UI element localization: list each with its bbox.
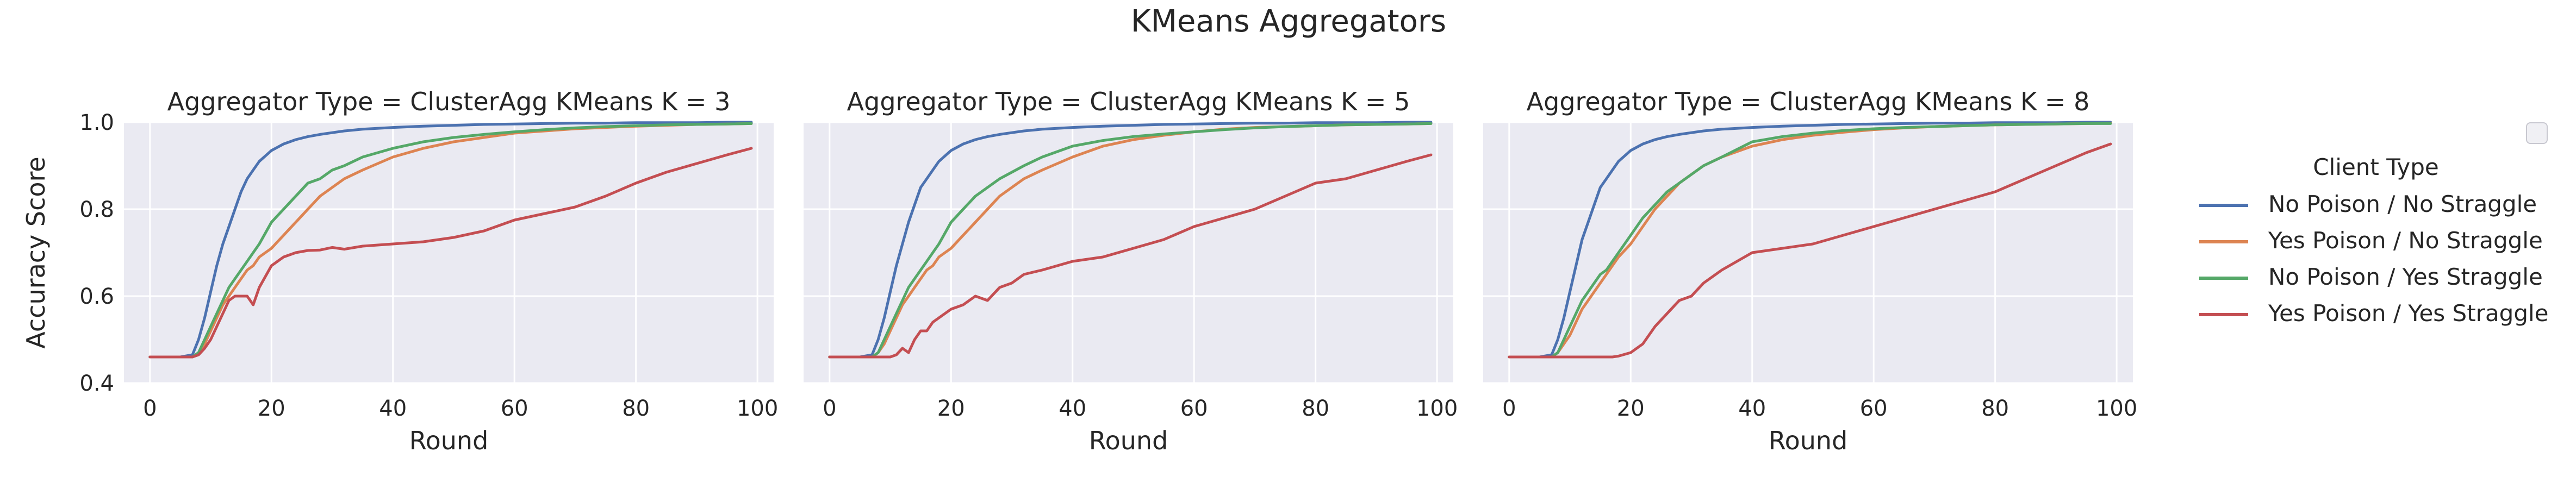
legend-items: No Poison / No Straggle Yes Poison / No S… (2199, 191, 2549, 327)
x-tick-label: 100 (2096, 396, 2137, 421)
series-line-no-poison-yes-straggle (1508, 122, 2112, 359)
legend-label-yes-poison-yes-straggle: Yes Poison / Yes Straggle (2268, 300, 2549, 327)
x-tick-label: 40 (1738, 396, 1766, 421)
y-axis-label: Accuracy Score (21, 156, 51, 348)
x-tick-label: 60 (1180, 396, 1208, 421)
series-line-no-poison-yes-straggle (148, 122, 753, 359)
x-tick-label: 80 (1981, 396, 2009, 421)
x-axis-label: Round (1089, 426, 1168, 455)
series-line-no-poison-no-straggle (828, 121, 1433, 359)
y-tick-label: 0.8 (79, 197, 114, 222)
y-tick-label: 1.0 (79, 110, 114, 135)
panel-title: Aggregator Type = ClusterAgg KMeans K = … (1527, 87, 2090, 116)
x-tick-label: 20 (937, 396, 965, 421)
x-tick-label: 20 (258, 396, 285, 421)
x-axis-label: Round (409, 426, 489, 455)
x-tick-label: 0 (143, 396, 157, 421)
series-line-no-poison-no-straggle (1508, 121, 2112, 359)
series-line-no-poison-no-straggle (148, 121, 753, 359)
panels: 0 20 40 60 80 100 0.4 0.6 0.8 1.0 Aggregator Type … (79, 87, 2137, 455)
x-tick-label: 40 (379, 396, 407, 421)
plot-background (1483, 122, 2133, 383)
x-axis-label: Round (1769, 426, 1848, 455)
panel-1: 0 20 40 60 80 100 0.4 0.6 0.8 1.0 Aggregator Type … (79, 87, 778, 455)
legend: Client Type No Poison / No Straggle Yes P… (2199, 122, 2549, 327)
series-line-no-poison-yes-straggle (828, 122, 1433, 359)
panel-2: 0 20 40 60 80 100 Aggregator Type = ClusterAgg… (804, 87, 1458, 455)
legend-label-yes-poison-no-straggle: Yes Poison / No Straggle (2268, 227, 2543, 254)
y-tick-label: 0.6 (79, 284, 114, 309)
figure-title: KMeans Aggregators (1131, 4, 1446, 39)
legend-label-no-poison-no-straggle: No Poison / No Straggle (2268, 191, 2537, 217)
x-tick-label: 100 (1416, 396, 1458, 421)
x-tick-label: 20 (1617, 396, 1645, 421)
x-tick-label: 0 (1502, 396, 1516, 421)
plot-background (124, 122, 774, 383)
x-tick-label: 60 (1860, 396, 1888, 421)
series-line-yes-poison-yes-straggle (148, 147, 753, 359)
panel-title: Aggregator Type = ClusterAgg KMeans K = … (847, 87, 1410, 116)
x-tick-label: 40 (1059, 396, 1086, 421)
x-tick-label: 80 (1302, 396, 1329, 421)
series-line-yes-poison-yes-straggle (1508, 142, 2112, 359)
x-tick-label: 100 (737, 396, 778, 421)
y-tick-label: 0.4 (79, 371, 114, 396)
x-tick-label: 60 (501, 396, 528, 421)
x-tick-label: 80 (622, 396, 650, 421)
panel-3: 0 20 40 60 80 100 Aggregator Type = ClusterAgg… (1483, 87, 2137, 455)
series-line-yes-poison-yes-straggle (828, 153, 1433, 359)
panel-title: Aggregator Type = ClusterAgg KMeans K = … (167, 87, 731, 116)
legend-label-no-poison-yes-straggle: No Poison / Yes Straggle (2268, 264, 2543, 290)
legend-title: Client Type (2313, 154, 2438, 180)
legend-checkbox[interactable] (2526, 122, 2548, 144)
x-tick-label: 0 (823, 396, 836, 421)
plot-background (804, 122, 1453, 383)
